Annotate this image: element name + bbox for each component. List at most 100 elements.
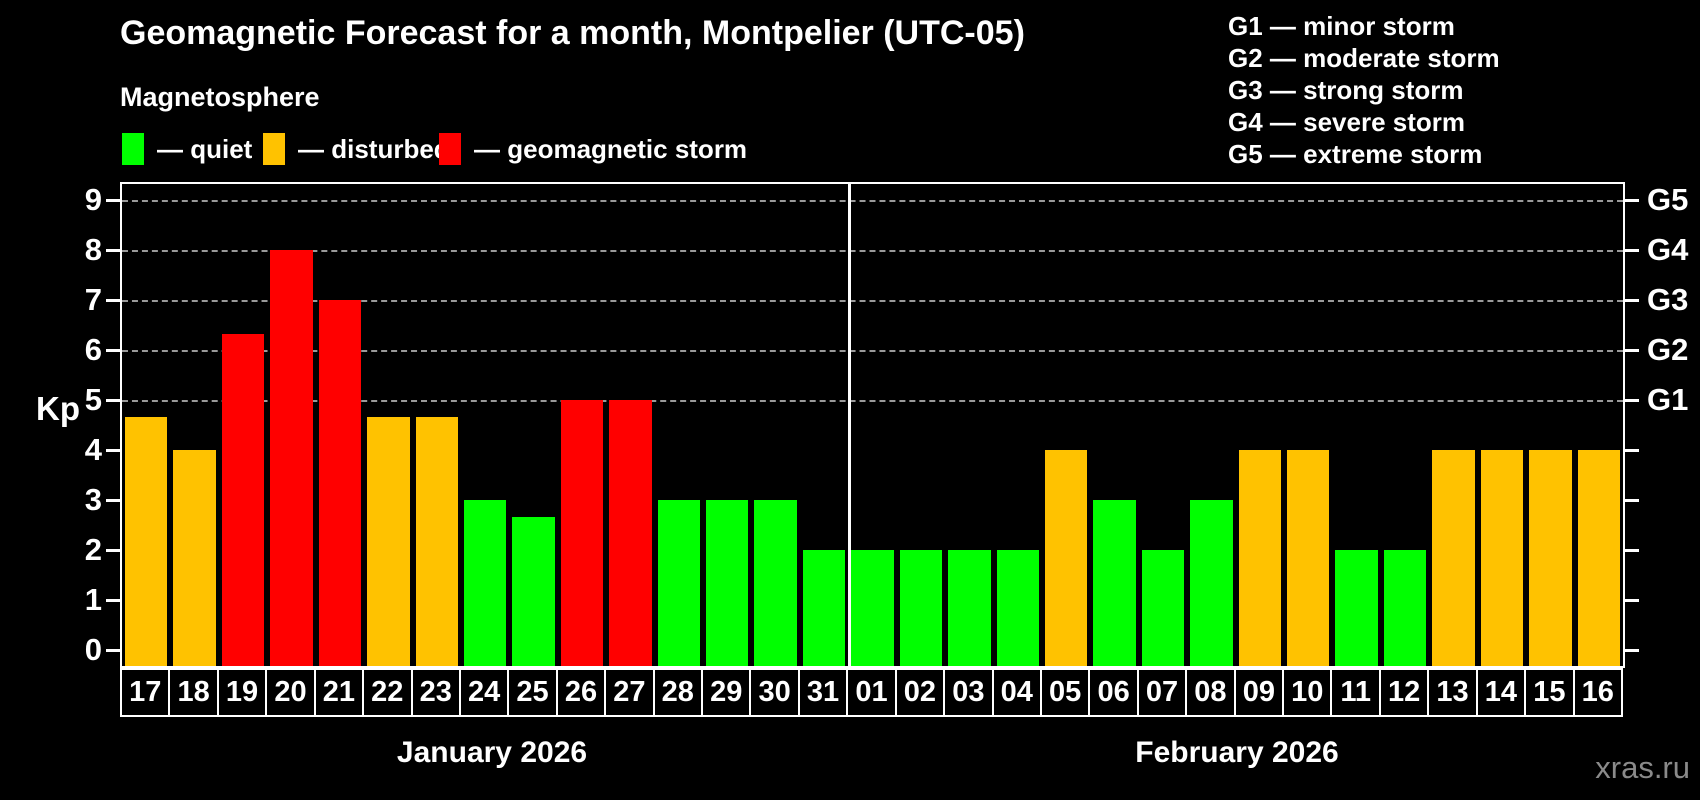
day-label-cell: 20 <box>265 668 316 717</box>
y-axis-tick-left <box>106 449 120 452</box>
day-label-cell: 07 <box>1136 668 1188 717</box>
kp-bar-day-10 <box>1287 450 1330 666</box>
day-label-cell: 17 <box>120 668 171 717</box>
y-axis-tick-right <box>1625 499 1639 502</box>
g-scale-label-g1: G1 <box>1647 382 1689 417</box>
kp-bar-day-31 <box>802 550 846 666</box>
kp-bar-day-04 <box>996 550 1039 666</box>
g-legend-line: G2 — moderate storm <box>1228 43 1500 73</box>
kp-bar-day-01 <box>851 550 894 666</box>
kp-bar-day-14 <box>1480 450 1524 666</box>
legend-item-storm: — geomagnetic storm <box>439 132 747 166</box>
kp-bar-day-09 <box>1238 450 1282 666</box>
kp-bar-day-15 <box>1529 450 1572 666</box>
y-axis-tick-right <box>1625 549 1639 552</box>
watermark: xras.ru <box>1595 750 1690 785</box>
y-axis-tick-label: 0 <box>84 632 102 667</box>
day-label-cell: 27 <box>604 668 655 717</box>
y-axis-tick-label: 7 <box>84 282 102 317</box>
g-legend-line: G5 — extreme storm <box>1228 139 1483 169</box>
day-label-cell: 23 <box>410 668 461 717</box>
kp-bar-day-29 <box>706 500 749 666</box>
gridline-g1 <box>122 400 1623 402</box>
day-label-cell: 15 <box>1524 668 1575 717</box>
plot-area <box>120 182 1625 668</box>
gridline-g4 <box>122 250 1623 252</box>
day-axis-row: 17 18 19 20 21 22 23 24 25 26 27 28 29 30 31 01 02 03 04 05… <box>120 668 1629 717</box>
quiet-color-swatch <box>122 133 144 165</box>
y-axis-tick-left <box>106 649 120 652</box>
gridline-g5 <box>122 200 1623 202</box>
y-axis-tick-right <box>1625 399 1639 402</box>
y-axis-tick-left <box>106 399 120 402</box>
day-label-cell: 03 <box>943 668 994 717</box>
day-label-cell: 05 <box>1039 668 1091 717</box>
kp-bar-day-06 <box>1093 500 1136 666</box>
gridline-g3 <box>122 300 1623 302</box>
legend-item-quiet: — quiet <box>122 132 252 166</box>
g-legend-line: G3 — strong storm <box>1228 75 1464 105</box>
day-label-cell: 16 <box>1572 668 1623 717</box>
kp-bar-day-17 <box>125 416 168 666</box>
g-scale-label-g4: G4 <box>1647 232 1689 267</box>
y-axis-tick-label: 9 <box>84 182 102 217</box>
day-label-cell: 14 <box>1475 668 1527 717</box>
y-axis-tick-label: 8 <box>84 232 102 267</box>
kp-bar-day-07 <box>1141 550 1185 666</box>
y-axis-tick-label: 6 <box>84 332 102 367</box>
storm-color-swatch <box>439 133 461 165</box>
kp-bar-day-03 <box>948 550 991 666</box>
kp-bar-day-11 <box>1335 550 1378 666</box>
y-axis-label: Kp <box>36 390 80 427</box>
day-label-cell: 31 <box>797 668 849 717</box>
kp-bar-day-05 <box>1044 450 1088 666</box>
day-label-cell: 02 <box>894 668 946 717</box>
y-axis-tick-left <box>106 299 120 302</box>
legend-label: — geomagnetic storm <box>474 133 748 164</box>
legend-label: — disturbed <box>298 133 450 164</box>
y-axis-tick-right <box>1625 599 1639 602</box>
kp-bar-day-08 <box>1190 500 1233 666</box>
kp-bar-day-02 <box>899 550 943 666</box>
kp-bar-day-19 <box>221 333 265 666</box>
y-axis-tick-left <box>106 599 120 602</box>
y-axis-tick-right <box>1625 449 1639 452</box>
day-label-cell: 25 <box>507 668 558 717</box>
y-axis-tick-left <box>106 349 120 352</box>
day-label-cell: 30 <box>749 668 800 717</box>
y-axis-tick-left <box>106 199 120 202</box>
legend-label: — quiet <box>157 133 253 164</box>
gridline-g2 <box>122 350 1623 352</box>
chart-subtitle: Magnetosphere <box>120 82 320 112</box>
kp-bar-day-21 <box>318 300 362 666</box>
day-label-cell: 19 <box>216 668 268 717</box>
day-label-cell: 28 <box>652 668 704 717</box>
day-label-cell: 01 <box>846 668 897 717</box>
y-axis-tick-left <box>106 499 120 502</box>
kp-bar-day-30 <box>754 500 797 666</box>
disturbed-color-swatch <box>263 133 285 165</box>
y-axis-tick-label: 3 <box>84 482 102 517</box>
month-label-january: January 2026 <box>396 736 588 769</box>
g-legend-line: G4 — severe storm <box>1228 107 1466 137</box>
chart-title: Geomagnetic Forecast for a month, Montpe… <box>120 14 1025 52</box>
kp-bar-day-28 <box>657 500 701 666</box>
month-divider <box>848 184 852 666</box>
day-label-cell: 22 <box>362 668 413 717</box>
kp-bar-day-26 <box>560 400 604 666</box>
month-label-february: February 2026 <box>1135 736 1339 769</box>
day-label-cell: 08 <box>1185 668 1236 717</box>
y-axis-tick-right <box>1625 249 1639 252</box>
day-label-cell: 04 <box>991 668 1042 717</box>
day-label-cell: 29 <box>701 668 752 717</box>
g-scale-label-g2: G2 <box>1647 332 1689 367</box>
day-label-cell: 18 <box>168 668 219 717</box>
kp-bar-day-24 <box>463 500 507 666</box>
kp-bar-day-23 <box>415 416 458 666</box>
day-label-cell: 24 <box>458 668 510 717</box>
day-label-cell: 12 <box>1378 668 1430 717</box>
y-axis-tick-right <box>1625 649 1639 652</box>
day-label-cell: 10 <box>1282 668 1333 717</box>
y-axis-tick-label: 2 <box>84 532 102 567</box>
